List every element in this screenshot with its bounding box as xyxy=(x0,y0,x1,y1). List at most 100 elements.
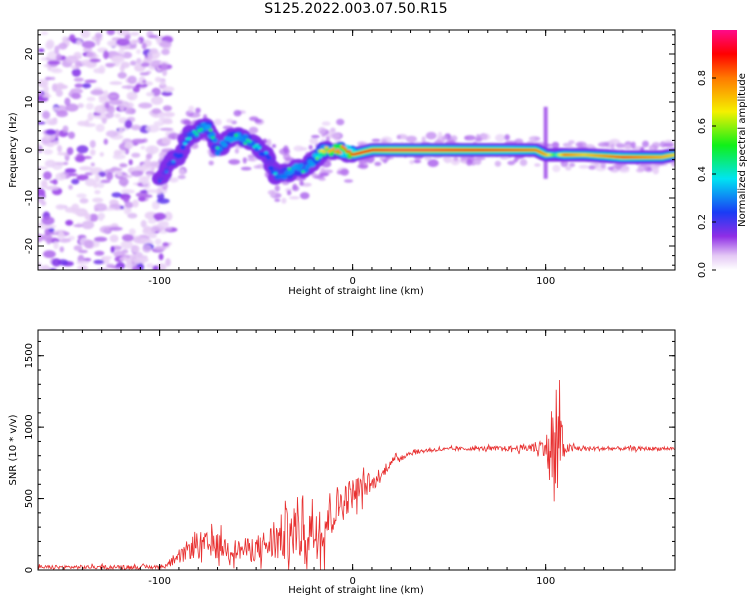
halo-blob xyxy=(639,163,652,168)
noise-blob xyxy=(162,86,175,93)
noise-blob xyxy=(111,192,122,198)
trace-blob xyxy=(210,132,216,138)
noise-blob xyxy=(86,96,96,102)
noise-blob xyxy=(128,159,133,166)
trace-blob xyxy=(324,146,329,149)
trace-blob xyxy=(243,141,248,145)
noise-blob xyxy=(101,116,107,124)
spectrogram-y-axis-label: Frequency (Hz) xyxy=(8,112,19,188)
noise-blob xyxy=(129,31,140,36)
noise-blob xyxy=(139,72,150,76)
halo-blob xyxy=(169,177,179,183)
colorbar-tick-label: 0.6 xyxy=(697,118,708,134)
noise-blob xyxy=(81,40,96,49)
noise-blob xyxy=(123,196,130,204)
halo-blob xyxy=(343,179,354,183)
noise-blob xyxy=(76,145,89,154)
noise-blob xyxy=(119,257,128,261)
halo-blob xyxy=(568,140,575,145)
noise-blob xyxy=(138,196,146,202)
noise-blob xyxy=(108,105,116,114)
colorbar-tick-label: 0.2 xyxy=(697,214,708,230)
noise-blob xyxy=(93,68,104,74)
trace-blob xyxy=(301,170,306,174)
noise-blob xyxy=(146,153,153,160)
noise-blob xyxy=(122,174,133,178)
halo-blob xyxy=(299,192,310,200)
spectrogram-x-tick-label: 0 xyxy=(349,276,355,287)
spectrogram-y-tick-label: -20 xyxy=(24,238,35,254)
noise-blob xyxy=(52,106,60,112)
noise-blob xyxy=(93,259,105,265)
noise-blob xyxy=(43,250,56,258)
noise-blob xyxy=(53,241,59,250)
noise-blob xyxy=(165,227,172,231)
noise-blob xyxy=(63,161,69,165)
halo-blob xyxy=(274,185,280,192)
halo-blob xyxy=(475,134,481,141)
trace-blob xyxy=(171,160,176,163)
snr-y-tick-label: 1500 xyxy=(24,343,35,368)
spectrogram-y-tick-label: 0 xyxy=(24,147,35,153)
noise-blob xyxy=(140,145,146,150)
noise-blob xyxy=(118,177,129,187)
noise-blob xyxy=(71,68,81,77)
halo-blob xyxy=(575,141,587,148)
halo-blob xyxy=(450,135,458,142)
noise-blob xyxy=(46,237,52,245)
noise-blob xyxy=(131,152,141,158)
noise-blob xyxy=(145,92,155,97)
noise-blob xyxy=(127,75,137,85)
halo-blob xyxy=(293,145,304,152)
spectrogram-x-tick-label: -100 xyxy=(148,276,171,287)
noise-blob xyxy=(106,94,118,99)
noise-blob xyxy=(106,40,116,46)
noise-blob xyxy=(92,197,104,203)
trace-blob xyxy=(221,142,228,148)
noise-blob xyxy=(55,172,67,181)
noise-blob xyxy=(124,201,134,209)
halo-blob xyxy=(325,136,330,142)
trace-blob xyxy=(208,128,213,132)
noise-blob xyxy=(159,127,174,131)
trace-blob xyxy=(267,165,274,171)
trace-blob xyxy=(163,167,170,173)
noise-blob xyxy=(144,158,151,168)
halo-blob xyxy=(249,116,259,121)
noise-blob xyxy=(73,224,84,228)
halo-blob xyxy=(494,160,502,167)
noise-blob xyxy=(100,179,111,184)
noise-blob xyxy=(58,42,68,50)
halo-blob xyxy=(301,182,312,187)
noise-blob xyxy=(154,76,162,83)
noise-blob xyxy=(103,90,109,98)
snr-y-tick-label: 1000 xyxy=(24,414,35,439)
noise-blob xyxy=(131,245,140,253)
halo-blob xyxy=(405,135,417,143)
halo-blob xyxy=(600,161,606,169)
noise-blob xyxy=(68,173,78,177)
halo-blob xyxy=(320,138,326,142)
halo-blob xyxy=(464,135,476,141)
noise-blob xyxy=(76,39,82,46)
noise-blob xyxy=(162,242,169,247)
spectrogram-y-tick-label: -10 xyxy=(24,190,35,206)
noise-blob xyxy=(82,123,96,127)
halo-blob xyxy=(453,156,459,162)
trace-blob xyxy=(551,153,556,157)
noise-blob xyxy=(57,152,70,156)
figure-title: S125.2022.003.07.50.R15 xyxy=(264,1,448,17)
noise-blob xyxy=(153,212,167,221)
noise-blob xyxy=(41,216,55,225)
noise-blob xyxy=(71,210,86,215)
noise-blob xyxy=(48,227,55,233)
colorbar-ticks: 0.0 0.2 0.4 0.6 0.8 xyxy=(697,70,716,278)
snr-frame xyxy=(37,329,676,571)
halo-blob xyxy=(551,141,560,149)
halo-blob xyxy=(178,168,186,176)
noise-blob xyxy=(38,145,43,153)
halo-blob xyxy=(504,134,510,141)
noise-blob xyxy=(128,228,136,236)
noise-blob xyxy=(79,166,93,171)
